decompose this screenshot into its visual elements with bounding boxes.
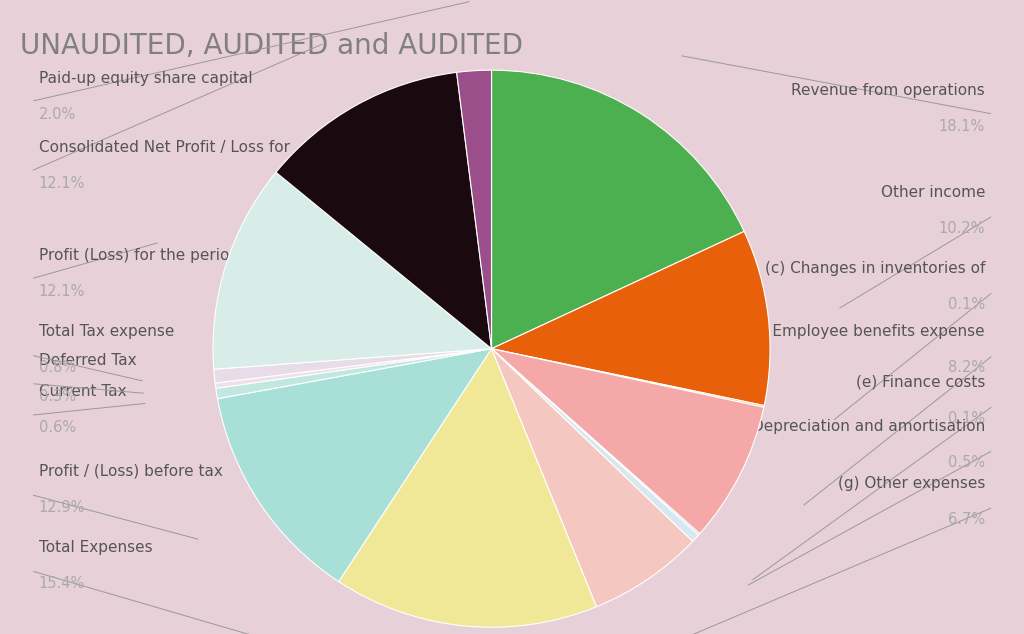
Text: Paid-up equity share capital: Paid-up equity share capital [39, 70, 253, 86]
Text: Consolidated Net Profit / Loss for: Consolidated Net Profit / Loss for [39, 140, 290, 155]
Text: 15.4%: 15.4% [39, 576, 85, 591]
Text: Profit (Loss) for the period from: Profit (Loss) for the period from [39, 248, 280, 263]
Text: Profit / (Loss) before tax: Profit / (Loss) before tax [39, 463, 223, 479]
Text: 0.1%: 0.1% [948, 411, 985, 426]
Text: (e) Finance costs: (e) Finance costs [856, 375, 985, 390]
Text: (g) Other expenses: (g) Other expenses [838, 476, 985, 491]
Text: Total Tax expense: Total Tax expense [39, 324, 174, 339]
Wedge shape [492, 349, 764, 534]
Text: (f) Depreciation and amortisation: (f) Depreciation and amortisation [730, 419, 985, 434]
Wedge shape [213, 172, 492, 369]
Text: Other income: Other income [881, 184, 985, 200]
Wedge shape [275, 72, 492, 349]
Text: Current Tax: Current Tax [39, 384, 127, 399]
Text: 8.2%: 8.2% [948, 360, 985, 375]
Wedge shape [492, 349, 764, 407]
Text: 6.7%: 6.7% [948, 512, 985, 527]
Text: 0.5%: 0.5% [948, 455, 985, 470]
Text: 12.1%: 12.1% [39, 284, 85, 299]
Wedge shape [214, 349, 492, 383]
Wedge shape [492, 349, 698, 541]
Wedge shape [215, 349, 492, 389]
Wedge shape [216, 349, 492, 399]
Wedge shape [457, 70, 492, 349]
Text: Total Expenses: Total Expenses [39, 540, 153, 555]
Text: 10.2%: 10.2% [939, 221, 985, 236]
Wedge shape [339, 349, 596, 627]
Wedge shape [217, 349, 492, 581]
Text: 0.1%: 0.1% [948, 297, 985, 312]
Text: (d) Employee benefits expense: (d) Employee benefits expense [746, 324, 985, 339]
Text: 0.8%: 0.8% [39, 360, 76, 375]
Text: 2.0%: 2.0% [39, 107, 76, 122]
Text: 12.9%: 12.9% [39, 500, 85, 515]
Text: 18.1%: 18.1% [939, 119, 985, 134]
Text: 0.3%: 0.3% [39, 389, 76, 404]
Wedge shape [492, 349, 692, 607]
Text: (c) Changes in inventories of: (c) Changes in inventories of [765, 261, 985, 276]
Text: 12.1%: 12.1% [39, 176, 85, 191]
Text: 0.6%: 0.6% [39, 420, 76, 436]
Wedge shape [492, 70, 744, 349]
Wedge shape [492, 349, 699, 535]
Text: Revenue from operations: Revenue from operations [792, 83, 985, 98]
Text: Deferred Tax: Deferred Tax [39, 353, 136, 368]
Text: UNAUDITED, AUDITED and AUDITED: UNAUDITED, AUDITED and AUDITED [20, 32, 523, 60]
Wedge shape [492, 231, 770, 406]
